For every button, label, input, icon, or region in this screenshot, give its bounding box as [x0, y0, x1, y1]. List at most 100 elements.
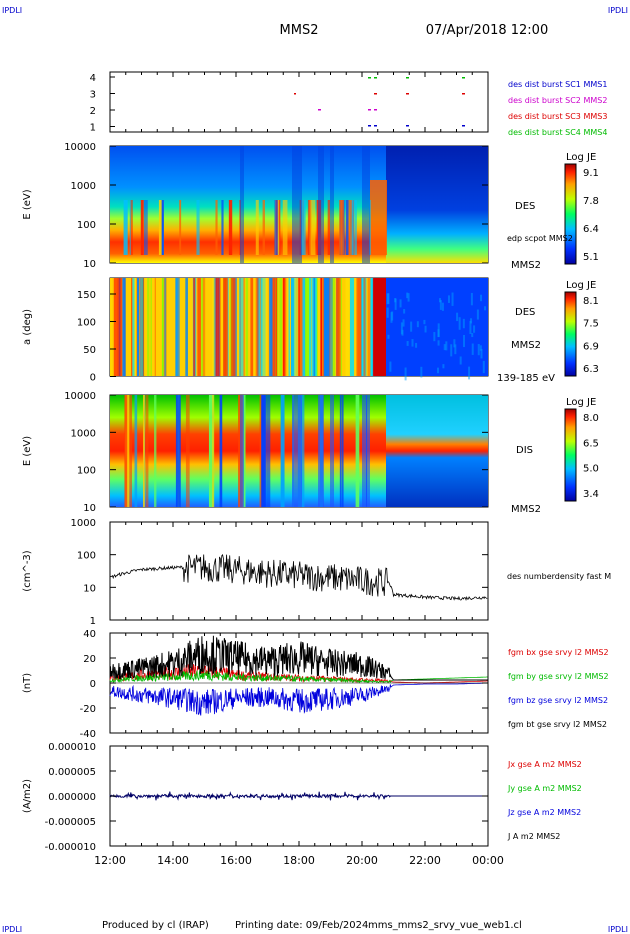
- spectrogram-streak: [243, 278, 245, 376]
- colorbar-tick-label: 8.1: [583, 296, 599, 307]
- spectrogram-streak: [404, 367, 407, 381]
- spectrogram-streak: [407, 293, 410, 302]
- spectrogram-streak: [185, 278, 188, 376]
- spectrogram-gap: [330, 146, 334, 263]
- y-tick-label: 20: [83, 654, 96, 665]
- panel-sc-label: MMS2: [511, 340, 541, 351]
- spectrogram-streak: [391, 311, 394, 321]
- spectrogram-streak: [401, 329, 404, 336]
- spectrogram-streak: [131, 278, 133, 376]
- panel-sc-label: MMS2: [511, 504, 541, 515]
- spectrogram-streak: [129, 200, 131, 255]
- spectrogram-streak: [424, 325, 427, 333]
- y-tick-label: 100: [77, 318, 96, 329]
- des-pitch-burst-region: [372, 278, 386, 376]
- y-tick-label: 2: [90, 106, 96, 117]
- spectrogram-streak: [284, 278, 287, 376]
- spectrogram-streak: [123, 200, 128, 255]
- spectrogram-streak: [269, 278, 273, 376]
- y-tick-label: 1000: [71, 428, 96, 439]
- time-tick-label: 16:00: [220, 854, 252, 867]
- colorbar-tick-label: 6.5: [583, 438, 599, 449]
- spectrogram-streak: [302, 200, 306, 255]
- current-legend-entry: Jz gse A m2 MMS2: [507, 808, 581, 817]
- spectrogram-streak: [410, 321, 413, 332]
- colorbar-tick-label: 7.5: [583, 319, 599, 330]
- bfield-legend-entry: fgm by gse srvy l2 MMS2: [508, 672, 609, 681]
- spectrogram-streak: [363, 278, 366, 376]
- spectrogram-streak: [255, 278, 259, 376]
- spectrogram-streak: [212, 395, 215, 507]
- spectrogram-streak: [324, 278, 330, 376]
- y-tick-label: 150: [77, 290, 96, 301]
- y-tick-label: 1000: [71, 518, 96, 529]
- spectrogram-streak: [124, 395, 128, 507]
- spectrogram-streak: [128, 395, 132, 507]
- y-tick-label: -0.000005: [45, 817, 96, 828]
- footer-file: mms_mms2_srvy_vue_web1.cl: [368, 920, 522, 931]
- spectrogram-streak: [196, 200, 200, 255]
- spectrogram-streak: [328, 278, 333, 376]
- spectrogram-gap: [292, 146, 302, 263]
- spectrogram-streak: [484, 306, 487, 311]
- colorbar: [564, 408, 577, 502]
- spectrogram-streak: [402, 319, 405, 327]
- spectrogram-streak: [282, 278, 286, 376]
- burst-marker: [406, 93, 409, 95]
- spectrogram-streak: [331, 278, 336, 376]
- colorbar-title: Log JE: [566, 152, 596, 163]
- spectrogram-streak: [359, 278, 362, 376]
- spectrogram-streak: [185, 395, 190, 507]
- des-side-label: DES: [515, 201, 535, 212]
- spectrogram-streak: [250, 278, 254, 376]
- current-legend-entry: Jy gse A m2 MMS2: [507, 784, 582, 793]
- spectrogram-streak: [387, 293, 390, 304]
- spectrogram-streak: [121, 278, 124, 376]
- y-tick-label: 50: [83, 345, 96, 356]
- spectrogram-streak: [463, 334, 466, 348]
- spectrogram-streak: [386, 307, 389, 318]
- y-tick-label: 1000: [71, 181, 96, 192]
- y-tick-label: -0.000010: [45, 842, 96, 853]
- energy-range-label: 139-185 eV: [497, 373, 555, 384]
- burst-legend-entry: des dist burst SC3 MMS3: [508, 112, 607, 121]
- burst-marker: [406, 77, 409, 79]
- y-tick-label: 1: [90, 616, 96, 627]
- spectrogram-streak: [125, 395, 130, 507]
- spectrogram-streak: [262, 200, 265, 255]
- spectrogram-streak: [117, 278, 122, 376]
- panel-frame: [109, 71, 489, 133]
- bfield-series-line: [109, 682, 488, 716]
- y-tick-label: 3: [90, 90, 96, 101]
- spectrogram-streak: [164, 278, 167, 376]
- spectrogram-streak: [354, 200, 357, 255]
- spectrogram-streak: [158, 200, 164, 255]
- burst-marker: [318, 109, 321, 111]
- spectrogram-streak: [345, 278, 350, 376]
- spectrogram-streak: [161, 200, 164, 255]
- y-axis-label: E (eV): [22, 189, 33, 219]
- burst-legend-entry: des dist burst SC2 MMS2: [508, 96, 607, 105]
- spectrogram-streak: [154, 278, 156, 376]
- des-energy-spectrogram: [110, 146, 488, 263]
- dis-energy-quiet-region: [386, 395, 488, 507]
- y-tick-label: 10: [83, 259, 96, 270]
- spectrogram-streak: [420, 366, 423, 378]
- bfield-legend-entry: fgm bx gse srvy l2 MMS2: [508, 648, 609, 657]
- time-tick-label: 00:00: [472, 854, 504, 867]
- spectrogram-gap: [362, 395, 370, 507]
- spectrogram-streak: [423, 319, 426, 325]
- burst-marker: [374, 125, 377, 127]
- spectrogram-streak: [291, 278, 294, 376]
- des-energy-burst-region: [370, 180, 387, 255]
- spectrogram-streak: [211, 278, 215, 376]
- spectrogram-streak: [416, 321, 419, 328]
- spectrogram-streak: [400, 322, 403, 335]
- spectrogram-streak: [175, 395, 181, 507]
- spectrogram-streak: [394, 298, 397, 310]
- spectrogram-streak: [387, 334, 390, 339]
- corner-label-bottom-right: IPDLI: [608, 925, 628, 934]
- spectrogram-streak: [223, 278, 227, 376]
- time-tick-label: 20:00: [346, 854, 378, 867]
- spectrogram-streak: [470, 318, 473, 324]
